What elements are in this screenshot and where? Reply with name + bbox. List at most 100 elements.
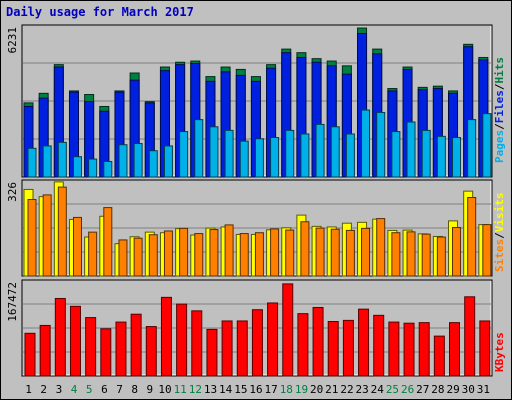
bar-kbytes [176, 303, 188, 377]
legend-files: Files [493, 90, 506, 123]
x-tick-label: 15 [234, 383, 247, 396]
x-tick-label: 6 [101, 383, 108, 396]
bar-pages [285, 129, 295, 178]
x-tick-label: 20 [310, 383, 323, 396]
bar-pages [57, 141, 67, 178]
bar-sites [194, 233, 204, 277]
bar-sites [239, 233, 249, 277]
bar-pages [436, 135, 446, 178]
legend-kbytes: KBytes [493, 332, 506, 372]
x-tick-label: 4 [71, 383, 78, 396]
x-tick-label: 23 [356, 383, 369, 396]
bar-sites [163, 230, 173, 277]
bar-pages [391, 131, 401, 178]
bar-pages [118, 144, 128, 178]
bar-sites [72, 216, 82, 277]
bar-sites [27, 199, 37, 277]
bar-sites [452, 227, 462, 277]
bar-pages [239, 140, 249, 178]
bar-pages [224, 129, 234, 178]
x-tick-label: 30 [462, 383, 475, 396]
x-tick-label: 3 [56, 383, 63, 396]
bar-sites [345, 229, 355, 277]
bar-pages [315, 123, 325, 178]
x-tick-label: 9 [147, 383, 154, 396]
x-tick-label: 25 [386, 383, 399, 396]
x-tick-label: 10 [158, 383, 171, 396]
bar-kbytes [373, 314, 385, 377]
bar-kbytes [69, 305, 81, 377]
bar-pages [452, 137, 462, 178]
bar-pages [194, 119, 204, 178]
chart-title: Daily usage for March 2017 [6, 5, 194, 19]
bar-sites [285, 229, 295, 277]
y-max-label: 167472 [6, 282, 19, 322]
x-tick-label: 17 [265, 383, 278, 396]
bar-pages [163, 145, 173, 178]
x-tick-label: 22 [340, 383, 353, 396]
bar-kbytes [206, 328, 218, 377]
bar-pages [330, 126, 340, 178]
bar-sites [133, 237, 143, 277]
bar-sites [148, 234, 158, 277]
bar-kbytes [236, 320, 248, 377]
bar-kbytes [418, 322, 430, 377]
x-tick-label: 31 [477, 383, 490, 396]
bar-pages [133, 143, 143, 178]
bar-kbytes [191, 310, 203, 377]
x-tick-label: 29 [446, 383, 459, 396]
bar-kbytes [282, 283, 294, 377]
legend-sep: / [493, 83, 506, 90]
bar-pages [270, 137, 280, 178]
x-tick-label: 26 [401, 383, 414, 396]
bar-sites [361, 227, 371, 277]
x-tick-label: 18 [280, 383, 293, 396]
bar-kbytes [130, 313, 142, 377]
x-tick-label: 7 [116, 383, 123, 396]
bar-pages [148, 150, 158, 178]
legend-sep: / [493, 123, 506, 130]
legend-visits-sites: Sites/Visits [493, 193, 506, 273]
x-tick-label: 21 [325, 383, 338, 396]
legend-hits: Hits [493, 57, 506, 84]
bar-kbytes [39, 324, 51, 377]
bar-sites [270, 228, 280, 277]
bar-kbytes [327, 321, 339, 377]
bar-pages [345, 133, 355, 178]
x-tick-label: 16 [249, 383, 262, 396]
bar-kbytes [24, 332, 36, 377]
bar-kbytes [312, 306, 324, 377]
bar-kbytes [251, 309, 263, 377]
bar-kbytes [358, 308, 370, 377]
bar-sites [57, 186, 67, 277]
bar-pages [300, 133, 310, 178]
bar-pages [482, 113, 492, 178]
bar-sites [436, 236, 446, 277]
x-tick-label: 12 [189, 383, 202, 396]
bar-pages [88, 158, 98, 178]
bar-pages [421, 129, 431, 178]
x-tick-label: 8 [131, 383, 138, 396]
bar-kbytes [388, 321, 400, 377]
y-max-label: 326 [6, 182, 19, 202]
bar-sites [421, 233, 431, 277]
bar-kbytes [145, 326, 157, 377]
legend-pages: Pages [493, 130, 506, 163]
bar-pages [72, 156, 82, 178]
legend-hits-files-pages: Pages/Files/Hits [493, 57, 506, 163]
bar-sites [179, 227, 189, 277]
legend-sites: Sites [493, 239, 506, 272]
bar-sites [467, 197, 477, 277]
bar-sites [42, 194, 52, 277]
bar-sites [482, 224, 492, 277]
legend-kbytes: KBytes [493, 332, 506, 372]
x-tick-label: 14 [219, 383, 233, 396]
bar-pages [254, 138, 264, 178]
bar-kbytes [433, 335, 445, 377]
bar-sites [209, 229, 219, 277]
bar-sites [330, 228, 340, 277]
bar-pages [103, 160, 113, 178]
bar-sites [315, 227, 325, 277]
bar-kbytes [85, 317, 97, 377]
